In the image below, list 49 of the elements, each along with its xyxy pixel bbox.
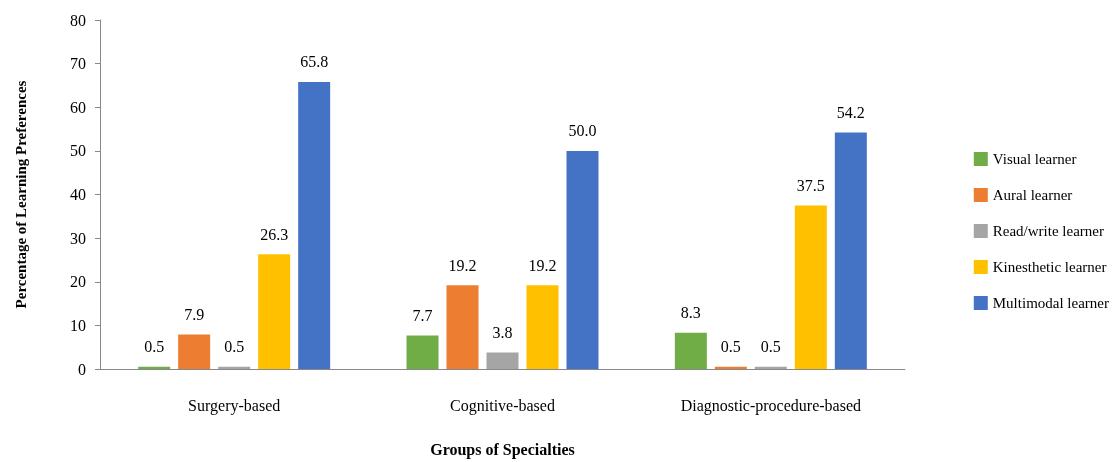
legend-label: Kinesthetic learner bbox=[992, 259, 1107, 275]
bar bbox=[138, 366, 171, 369]
y-tick-label: 30 bbox=[70, 229, 86, 247]
bar bbox=[674, 332, 707, 369]
x-tick-label: Surgery-based bbox=[188, 396, 281, 415]
bar bbox=[258, 254, 291, 369]
data-label: 65.8 bbox=[300, 53, 329, 71]
bar bbox=[526, 285, 559, 369]
bar bbox=[486, 352, 519, 369]
bar bbox=[714, 366, 747, 369]
data-label: 7.9 bbox=[184, 306, 205, 324]
data-label: 7.7 bbox=[412, 306, 433, 324]
bar bbox=[754, 366, 787, 369]
legend-label: Multimodal learner bbox=[992, 295, 1110, 311]
data-label: 26.3 bbox=[260, 225, 289, 243]
bar bbox=[178, 334, 211, 369]
y-tick-label: 70 bbox=[70, 55, 86, 73]
data-label: 50.0 bbox=[568, 122, 597, 140]
data-label: 0.5 bbox=[224, 338, 245, 356]
x-tick-label: Cognitive-based bbox=[450, 396, 555, 415]
data-label: 54.2 bbox=[836, 104, 865, 122]
data-label: 0.5 bbox=[144, 338, 165, 356]
y-tick-label: 40 bbox=[70, 186, 86, 203]
data-label: 8.3 bbox=[680, 304, 701, 322]
data-label: 3.8 bbox=[492, 323, 513, 341]
bar bbox=[446, 285, 479, 369]
y-axis-title: Percentage of Learning Preferences bbox=[12, 80, 29, 309]
data-label: 0.5 bbox=[720, 338, 741, 356]
data-label: 19.2 bbox=[528, 256, 557, 274]
y-tick-label: 20 bbox=[70, 273, 86, 291]
y-tick-label: 80 bbox=[70, 11, 86, 29]
x-tick-label: Diagnostic-procedure-based bbox=[680, 396, 862, 415]
bar bbox=[218, 366, 251, 369]
bar bbox=[298, 81, 331, 369]
x-axis-title: Groups of Specialties bbox=[430, 440, 575, 459]
y-tick-label: 60 bbox=[70, 98, 86, 116]
y-tick-label: 50 bbox=[70, 142, 86, 160]
data-label: 0.5 bbox=[760, 338, 781, 356]
y-tick-label: 10 bbox=[70, 316, 86, 334]
legend-label: Read/write learner bbox=[992, 223, 1104, 239]
bar bbox=[566, 150, 599, 369]
bar bbox=[834, 132, 867, 369]
bar bbox=[406, 335, 439, 369]
legend-label: Aural learner bbox=[992, 187, 1073, 203]
data-label: 37.5 bbox=[796, 176, 825, 194]
y-tick-label: 0 bbox=[78, 360, 86, 378]
bar bbox=[794, 205, 827, 369]
data-label: 19.2 bbox=[448, 256, 477, 274]
legend-label: Visual learner bbox=[992, 151, 1077, 167]
